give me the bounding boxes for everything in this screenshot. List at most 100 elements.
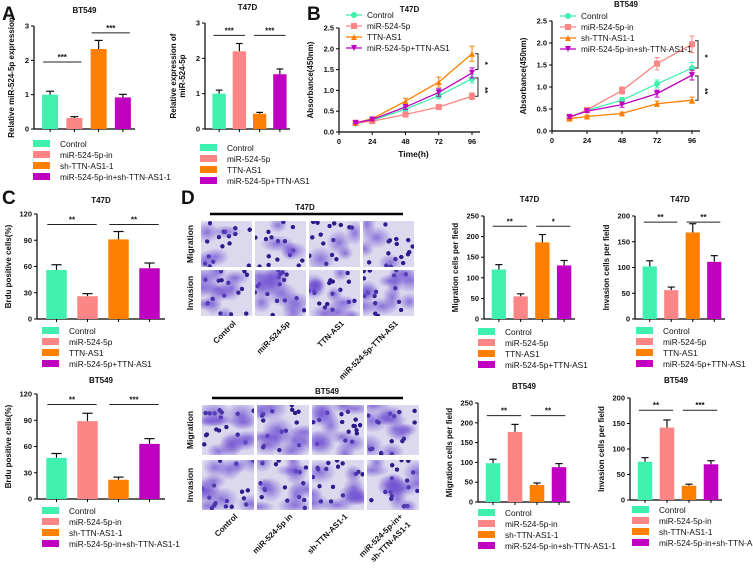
legend-marker-ttn (351, 34, 357, 40)
legend-label: sh-TTN-AS1-1 (60, 161, 114, 171)
micrograph-bt549-migration-3 (367, 405, 419, 455)
bar-ttn (535, 242, 550, 319)
legend-swatch-control (33, 140, 50, 147)
x-tick-label: 72 (653, 136, 661, 145)
micrograph-bt549-migration-1 (257, 405, 309, 455)
significance-label: * (700, 54, 709, 58)
chart-title: T47D (400, 5, 420, 14)
legend-swatch-combo (42, 360, 59, 367)
x-tick-label: 48 (618, 136, 626, 145)
bar-mir (66, 118, 83, 129)
legend-swatch-ttn (42, 349, 59, 356)
y-tick-label: 90 (24, 236, 32, 245)
chart-title: T47D (670, 195, 690, 204)
data-point-ttn (619, 110, 625, 117)
y-axis-label: Relative expression of (169, 33, 178, 118)
legend-label: Control (505, 327, 532, 337)
data-point-mir (402, 111, 409, 118)
chart-7: T47D 0 50 100 150 200 Invasion cells per field… (602, 195, 746, 369)
legend-label: TTN-AS1 (505, 349, 540, 359)
data-point-combo (654, 90, 660, 97)
legend-swatch-ttn (478, 531, 495, 538)
y-axis-label: Invasion cells per field (597, 406, 606, 492)
legend-swatch-mir (632, 517, 649, 524)
micrograph-bt549-invasion-2 (312, 460, 364, 510)
legend-label: miR-524-5p-in+sh-TTN-AS1-1 (69, 539, 180, 549)
y-tick-label: 2.0 (537, 39, 547, 48)
row-label: Migration (185, 225, 195, 263)
significance-label: ** (69, 396, 76, 405)
significance-label: *** (106, 24, 116, 33)
legend-label: Control (227, 143, 254, 153)
significance-label: *** (129, 396, 139, 405)
legend-label: miR-524-5p-in (581, 22, 634, 32)
data-point-combo (689, 72, 695, 79)
y-tick-label: 120 (19, 210, 32, 219)
charts: BT549 0 1 2 3 Relative miR-524-5p expression *… (4, 0, 753, 551)
legend-swatch-combo (200, 177, 217, 184)
bar-control (642, 266, 657, 319)
column-label: miR-524-5p-TTN-AS1 (337, 319, 400, 382)
legend-label: miR-524-5p+TTN-AS1 (227, 176, 310, 186)
y-tick-label: 30 (24, 288, 32, 297)
bar-combo (273, 74, 287, 129)
y-tick-label: 2.5 (537, 17, 547, 26)
y-tick-label: 100 (460, 458, 473, 467)
significance-label: ** (69, 216, 76, 225)
series-line-mir (569, 43, 693, 119)
y-tick-label: 0 (28, 495, 32, 504)
bar-mir (507, 431, 523, 502)
data-point-ttn (469, 50, 475, 57)
legend-label: miR-524-5p+TTN-AS1 (663, 359, 746, 369)
y-tick-label: 0 (621, 496, 625, 505)
legend-label: miR-524-5p-in (60, 150, 113, 160)
x-tick-label: 96 (688, 136, 696, 145)
y-tick-label: 150 (617, 237, 630, 246)
y-tick-label: 150 (460, 438, 473, 447)
y-tick-label: 200 (466, 232, 479, 241)
bar-ttn (681, 485, 697, 500)
legend-marker-mir (351, 23, 357, 29)
chart-9: BT549 0 50 100 150 200 Invasion cells per fiel… (597, 376, 753, 548)
data-point-ttn (402, 98, 409, 105)
significance-label: *** (265, 26, 275, 35)
legend-label: miR-524-5p (227, 154, 271, 164)
micrograph-bt549-invasion-3 (367, 460, 419, 510)
y-tick-label: 60 (24, 262, 32, 271)
micrograph-t47d-invasion-1 (255, 270, 306, 316)
y-axis-label: miR-524-5p (178, 54, 187, 97)
legend-swatch-control (478, 509, 495, 516)
y-tick-label: 200 (617, 212, 630, 221)
legend-swatch-combo (636, 360, 653, 367)
legend-label: Control (69, 506, 96, 516)
bar-control (42, 94, 59, 129)
y-axis-label: Brdu positive cells(%) (4, 404, 13, 488)
significance-label: ** (653, 401, 660, 410)
legend-marker-combo (351, 45, 357, 51)
data-point-ttn (654, 100, 660, 107)
bar-mir (77, 421, 98, 499)
legend-swatch-mir (200, 155, 217, 162)
legend-label: miR-524-5p+TTN-AS1 (505, 360, 588, 370)
data-point-mir (689, 41, 695, 48)
y-axis-label: Migration cells per field (451, 223, 460, 312)
y-tick-label: 250 (466, 212, 479, 221)
y-tick-label: 120 (19, 390, 32, 399)
y-tick-label: 200 (612, 394, 625, 403)
chart-title: T47D (520, 195, 540, 204)
y-tick-label: 100 (617, 263, 630, 272)
y-tick-label: 150 (466, 253, 479, 262)
bar-mir (664, 290, 679, 319)
bar-combo (707, 261, 722, 319)
legend-label: Control (659, 505, 686, 515)
bar-ttn (108, 239, 129, 319)
y-axis-label: Relative miR-524-5p expression (7, 17, 16, 138)
column-label: miR-524-5p (255, 319, 292, 356)
legend-label: Control (505, 508, 532, 518)
legend-swatch-combo (33, 173, 50, 180)
significance-bracket (475, 77, 479, 97)
y-tick-label: 1 (196, 89, 200, 98)
legend-label: TTN-AS1 (663, 348, 698, 358)
chart-title: BT549 (89, 376, 114, 385)
